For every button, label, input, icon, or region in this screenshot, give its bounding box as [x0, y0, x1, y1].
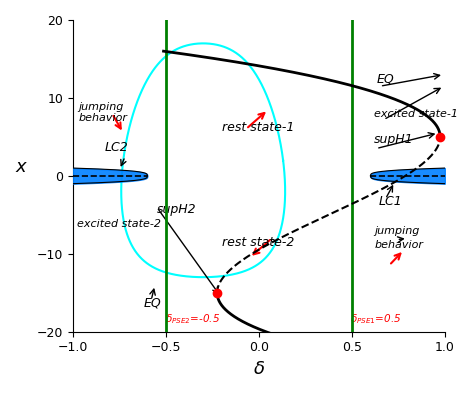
- Text: supH1: supH1: [374, 133, 414, 146]
- Text: jumping: jumping: [79, 102, 124, 112]
- Text: behavior: behavior: [374, 240, 423, 250]
- Text: excited state-2: excited state-2: [77, 219, 161, 228]
- Text: EQ: EQ: [144, 297, 162, 310]
- Y-axis label: x: x: [15, 158, 26, 176]
- Text: LC1: LC1: [379, 195, 402, 208]
- X-axis label: δ: δ: [254, 360, 264, 378]
- Text: rest state-1: rest state-1: [222, 121, 294, 134]
- Text: EQ: EQ: [377, 72, 395, 85]
- Text: $\delta_{PSE1}$=0.5: $\delta_{PSE1}$=0.5: [350, 312, 401, 326]
- Text: rest state-2: rest state-2: [222, 236, 294, 249]
- Text: $\delta_{PSE2}$=-0.5: $\delta_{PSE2}$=-0.5: [165, 312, 220, 326]
- Text: supH2: supH2: [157, 203, 196, 216]
- Text: LC2: LC2: [105, 141, 128, 154]
- Text: excited state-1: excited state-1: [374, 109, 458, 119]
- Text: jumping: jumping: [374, 226, 419, 236]
- Text: behavior: behavior: [79, 113, 128, 123]
